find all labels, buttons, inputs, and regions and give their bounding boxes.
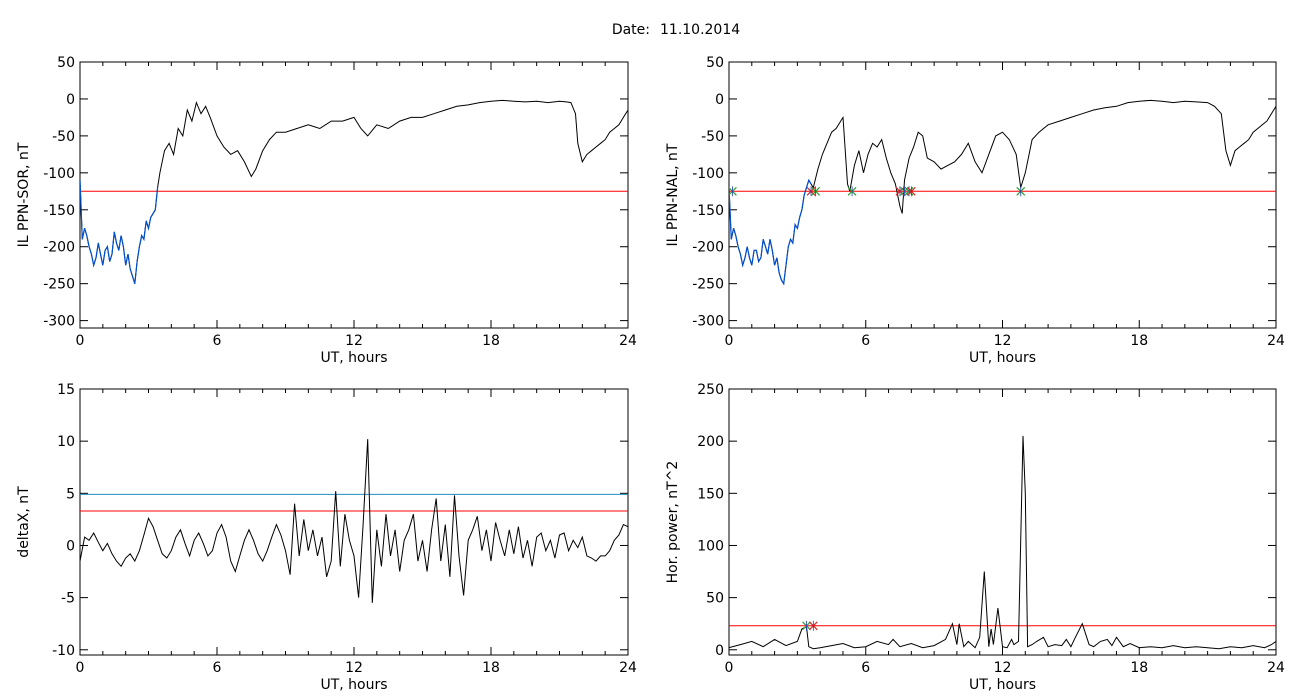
y-tick-label: 250 [697,382,724,398]
x-axis-label: UT, hours [320,350,387,366]
x-tick-label: 12 [994,333,1012,349]
y-axis-label: IL PPN-NAL, nT [665,143,681,246]
y-tick-label: -100 [692,166,724,182]
plot-area [80,99,628,284]
event-marker [802,620,811,631]
x-axis-label: UT, hours [969,350,1036,366]
date-value: 11.10.2014 [660,22,740,38]
y-tick-label: 0 [66,92,75,108]
y-tick-label: -200 [692,240,724,256]
chart-panel-1: 0 6 12 18 24 50 0 -50 -100 -150 -200 -250 -300 UT, ho… [16,55,637,366]
substorm-segment-line [729,178,812,286]
y-tick-label: 5 [66,486,75,502]
y-tick-label: -5 [61,591,75,607]
y-axis-label: Hor. power, nT^2 [665,461,681,584]
x-tick-label: 12 [994,660,1012,676]
y-tick-label: -300 [43,314,75,330]
y-axis-label: IL PPN-SOR, nT [16,142,32,247]
x-tick-label: 24 [619,333,637,349]
chart-panel-3: 0 6 12 18 24 15 10 5 0 -5 -10 UT, hours deltaX, nT [16,382,637,693]
y-tick-label: 0 [66,538,75,554]
y-tick-label: 200 [697,434,724,450]
y-tick-label: 0 [715,643,724,659]
x-tick-label: 6 [213,333,222,349]
x-tick-label: 6 [861,333,870,349]
y-tick-label: -100 [43,166,75,182]
date-label: Date: [612,22,650,38]
event-marker [1016,186,1026,197]
plot-area [729,435,1276,650]
y-tick-label: 50 [57,55,75,71]
x-tick-label: 6 [861,660,870,676]
x-tick-label: 24 [619,660,637,676]
event-marker [847,186,857,197]
y-tick-label: -300 [692,314,724,330]
y-tick-label: 50 [706,591,724,607]
data-series-line [80,99,628,284]
data-series-line [80,439,628,603]
x-tick-label: 0 [76,333,85,349]
y-tick-label: 100 [697,538,724,554]
event-marker [906,186,916,197]
y-tick-label: -50 [701,129,724,145]
date-title: Date: 11.10.2014 [612,22,740,38]
x-tick-label: 18 [1130,333,1148,349]
event-marker [729,186,737,197]
chart-panel-4: 0 6 12 18 24 250 200 150 100 50 0 UT, hours Hor. pow… [665,382,1285,693]
x-tick-label: 6 [213,660,222,676]
plot-area [729,99,1276,286]
event-marker [811,186,821,197]
substorm-segment-line [80,180,159,284]
data-series-line [729,435,1276,650]
y-tick-label: -50 [52,129,75,145]
y-axis-label: deltaX, nT [16,486,32,558]
x-tick-label: 18 [482,660,500,676]
y-tick-label: 150 [697,486,724,502]
y-tick-label: -10 [52,643,75,659]
x-tick-label: 18 [1130,660,1148,676]
x-axis-label: UT, hours [320,677,387,693]
x-tick-label: 0 [725,660,734,676]
y-tick-label: 0 [715,92,724,108]
x-tick-label: 0 [76,660,85,676]
event-marker [808,620,818,631]
x-tick-label: 12 [345,660,363,676]
plot-frame [79,388,629,656]
y-tick-label: -250 [692,277,724,293]
x-axis-label: UT, hours [969,677,1036,693]
x-tick-label: 24 [1267,660,1285,676]
x-tick-label: 12 [345,333,363,349]
x-tick-label: 24 [1267,333,1285,349]
y-tick-label: 50 [706,55,724,71]
plot-frame [728,388,1277,656]
x-tick-label: 0 [725,333,734,349]
x-tick-label: 18 [482,333,500,349]
y-tick-label: -150 [692,203,724,219]
chart-panel-2: 0 6 12 18 24 50 0 -50 -100 -150 -200 -250 -300 UT, ho… [665,55,1285,366]
y-tick-label: -250 [43,277,75,293]
plot-area [80,439,628,603]
y-tick-label: -150 [43,203,75,219]
y-tick-label: 10 [57,434,75,450]
y-tick-label: 15 [57,382,75,398]
y-tick-label: -200 [43,240,75,256]
